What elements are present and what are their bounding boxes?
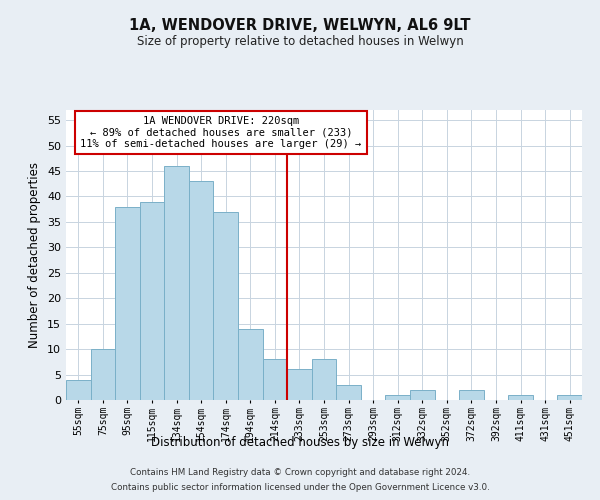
Bar <box>312 360 336 400</box>
Bar <box>263 360 287 400</box>
Bar <box>214 212 238 400</box>
Bar <box>66 380 91 400</box>
Bar <box>115 206 140 400</box>
Bar <box>410 390 434 400</box>
Bar <box>336 384 361 400</box>
Text: Contains public sector information licensed under the Open Government Licence v3: Contains public sector information licen… <box>110 483 490 492</box>
Bar <box>557 395 582 400</box>
Bar <box>164 166 189 400</box>
Bar <box>140 202 164 400</box>
Bar <box>508 395 533 400</box>
Y-axis label: Number of detached properties: Number of detached properties <box>28 162 41 348</box>
Text: Distribution of detached houses by size in Welwyn: Distribution of detached houses by size … <box>151 436 449 449</box>
Bar <box>385 395 410 400</box>
Bar <box>91 349 115 400</box>
Bar <box>459 390 484 400</box>
Text: Contains HM Land Registry data © Crown copyright and database right 2024.: Contains HM Land Registry data © Crown c… <box>130 468 470 477</box>
Text: Size of property relative to detached houses in Welwyn: Size of property relative to detached ho… <box>137 35 463 48</box>
Bar <box>189 181 214 400</box>
Bar <box>238 329 263 400</box>
Text: 1A, WENDOVER DRIVE, WELWYN, AL6 9LT: 1A, WENDOVER DRIVE, WELWYN, AL6 9LT <box>129 18 471 32</box>
Bar <box>287 370 312 400</box>
Text: 1A WENDOVER DRIVE: 220sqm
← 89% of detached houses are smaller (233)
11% of semi: 1A WENDOVER DRIVE: 220sqm ← 89% of detac… <box>80 116 361 149</box>
